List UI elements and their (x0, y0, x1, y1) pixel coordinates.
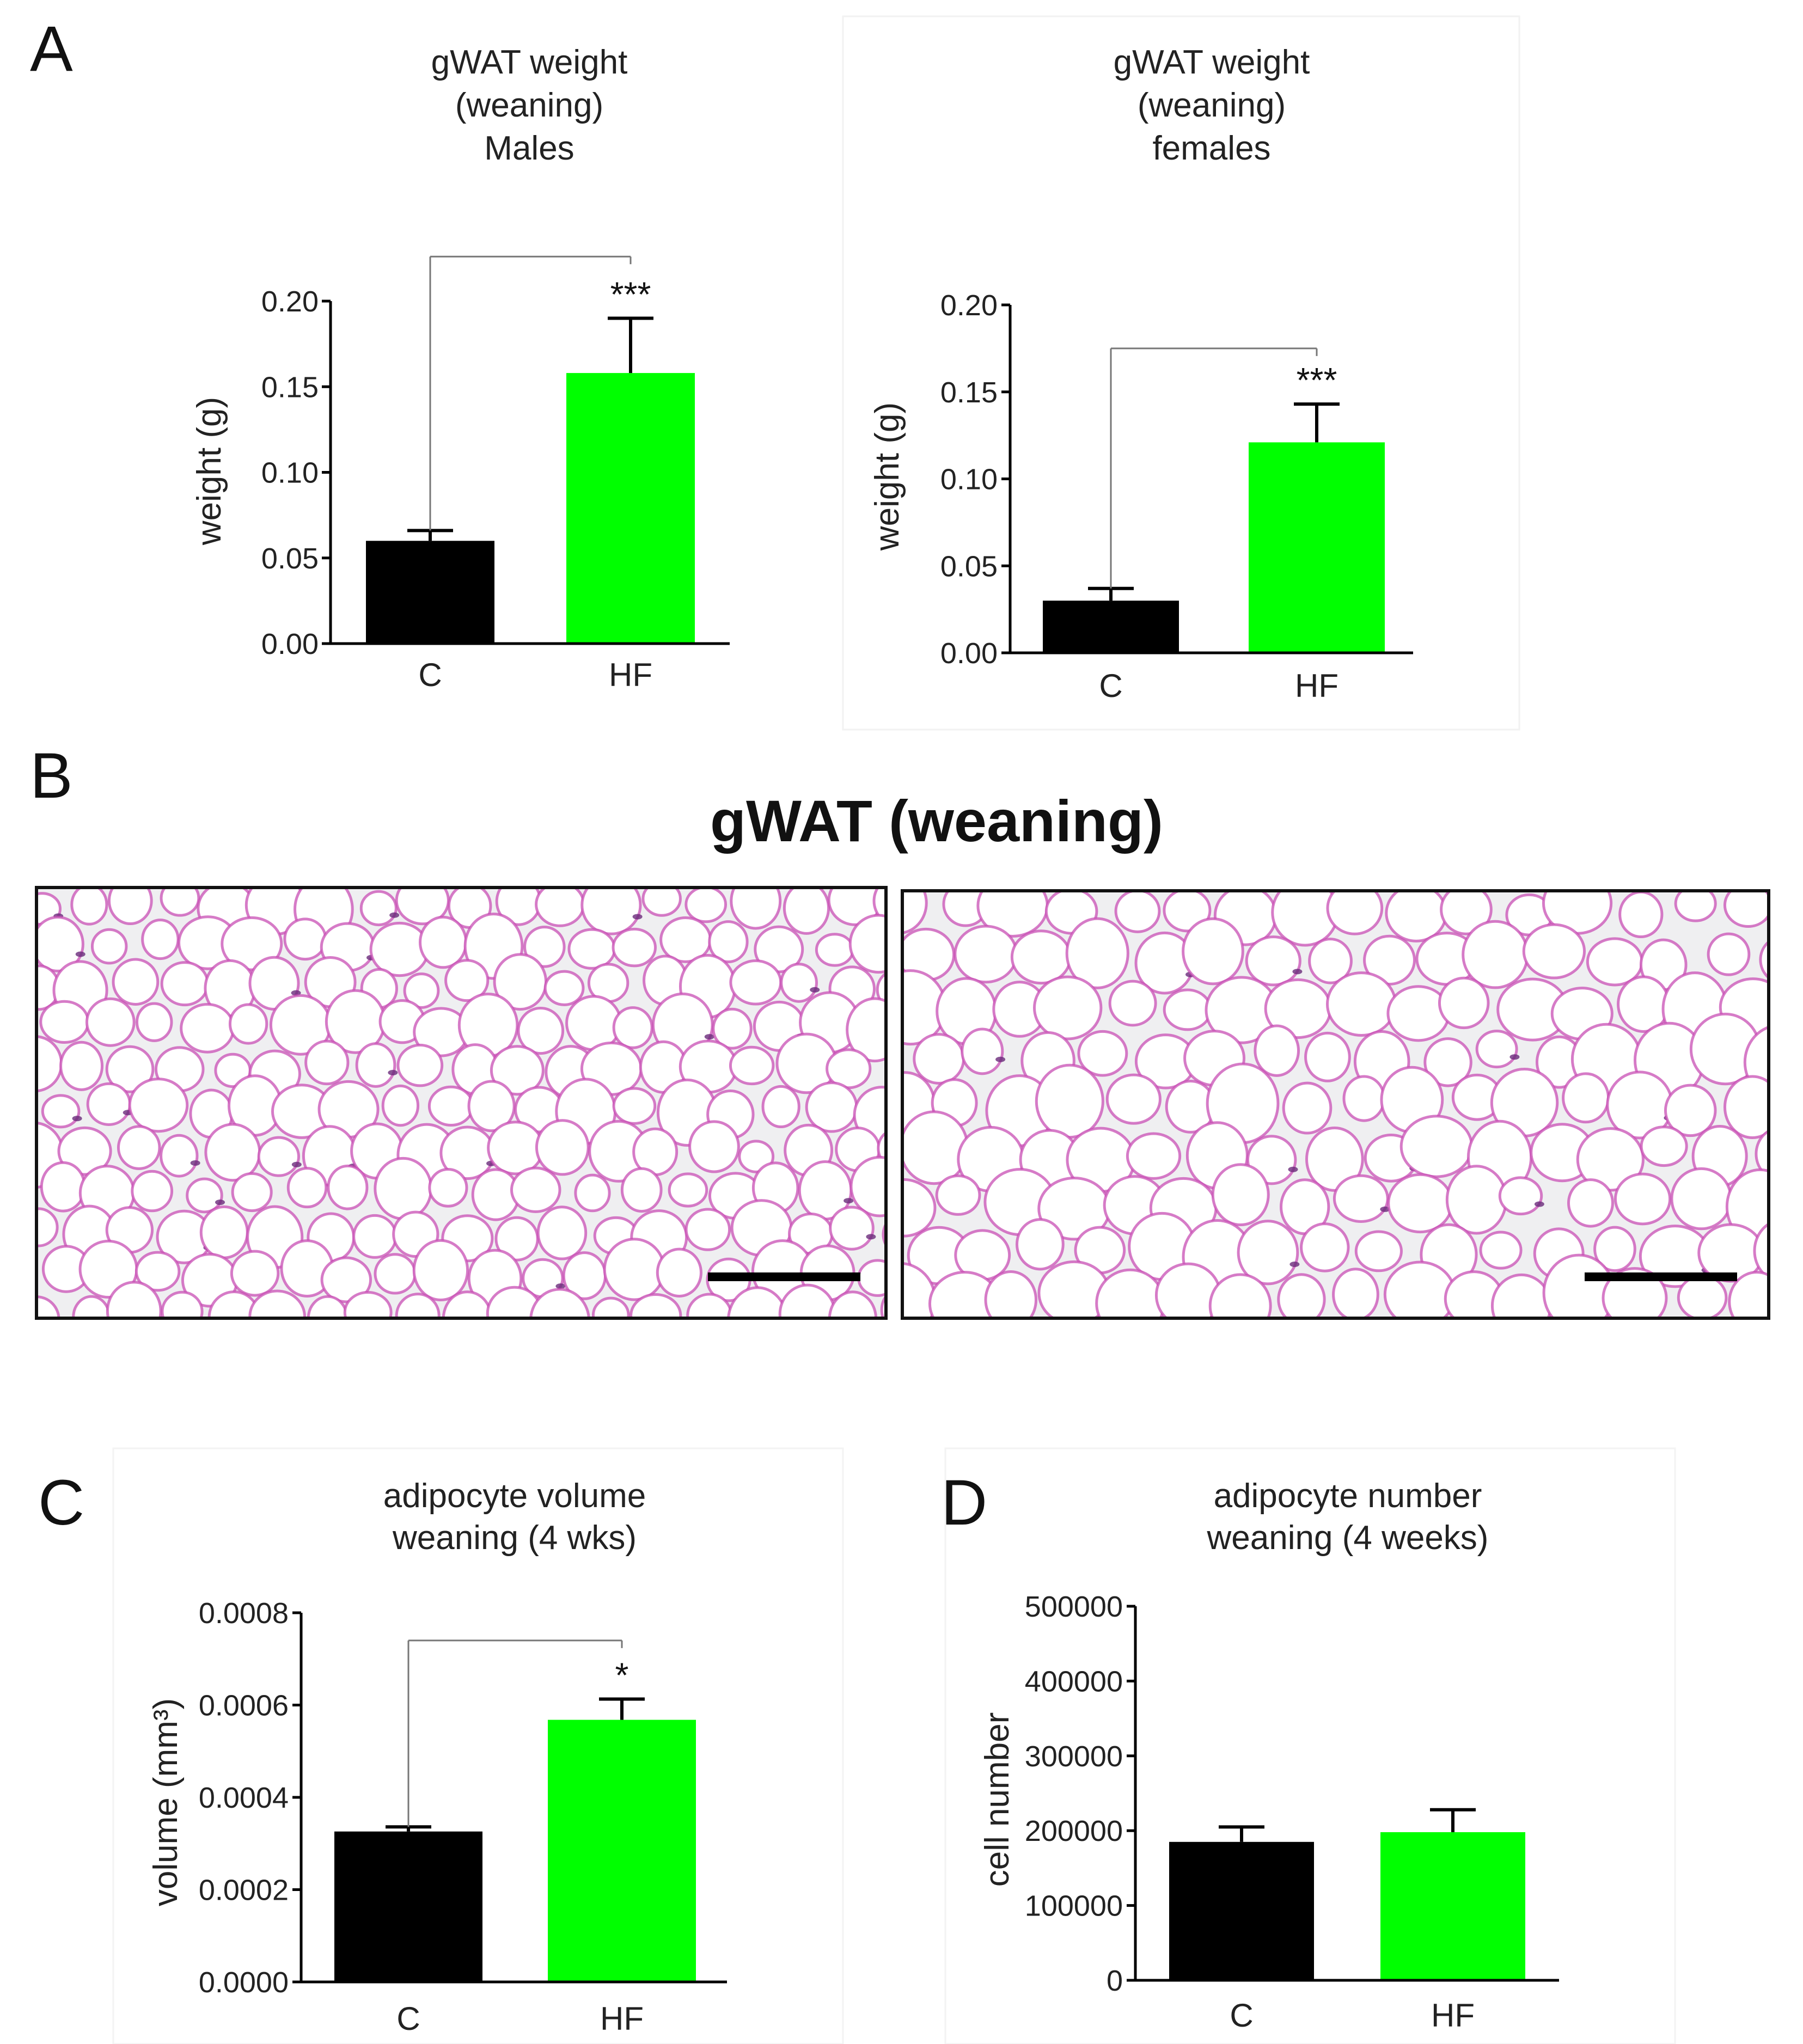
chart-title-line-2: weaning (4 wks) (392, 1519, 637, 1557)
chart-title-line-3: Males (484, 130, 574, 167)
y-axis-label: cell number (979, 1712, 1016, 1887)
y-tick-label: 0.0004 (199, 1782, 289, 1814)
x-tick-label: C (1230, 1997, 1253, 2034)
bar-c (366, 541, 494, 644)
y-tick-label: 0.20 (261, 285, 319, 318)
panel-frame-d (944, 1447, 1676, 2044)
histology-title: gWAT (weaning) (710, 788, 1163, 854)
y-tick-label: 300000 (1025, 1740, 1123, 1773)
chart-title-line-2: (weaning) (455, 87, 603, 124)
panel-letter-a: A (30, 13, 73, 85)
panel-letter-d: D (941, 1467, 987, 1539)
histology-image-control-frame (35, 886, 888, 1320)
histology-image-control (35, 886, 888, 1320)
y-tick-label: 0.15 (940, 376, 998, 409)
panel-frame-c (112, 1447, 844, 2044)
y-tick-label: 0.05 (940, 550, 998, 583)
chart-title-line-1: gWAT weight (1114, 44, 1310, 81)
y-tick-label: 0.00 (261, 628, 319, 660)
panel-letter-c: C (38, 1467, 84, 1539)
chart-title-line-1: adipocyte number (1214, 1477, 1482, 1515)
chart-a-males: gWAT weight (weaning) Males weight (g) C… (191, 44, 730, 693)
y-tick-label: 0 (1107, 1965, 1123, 1997)
bar-c (334, 1831, 482, 1982)
panel-frame-a-females (842, 15, 1520, 731)
chart-c-adipocyte-volume: adipocyte volume weaning (4 wks) volume … (147, 1477, 727, 2037)
y-tick-label: 0.0000 (199, 1966, 289, 1999)
y-tick-label: 400000 (1025, 1665, 1123, 1698)
x-tick-label: C (418, 657, 442, 693)
y-axis-label: weight (g) (191, 397, 228, 546)
bar-c (1169, 1841, 1314, 1980)
y-tick-label: 0.0008 (199, 1597, 289, 1630)
bar-hf (566, 373, 695, 644)
histology-image-hf-cells (904, 892, 1767, 1317)
bar-hf (1249, 442, 1385, 653)
bar-hf (1380, 1832, 1525, 1980)
chart-title-line-3: females (1152, 130, 1270, 167)
histology-image-hf (901, 889, 1770, 1320)
chart-title-line-2: weaning (4 weeks) (1207, 1519, 1489, 1557)
significance-marker: *** (610, 274, 651, 314)
x-tick-label: HF (1295, 668, 1339, 704)
y-tick-label: 500000 (1025, 1590, 1123, 1623)
y-tick-label: 0.05 (261, 542, 319, 575)
x-tick-label: HF (1431, 1997, 1475, 2034)
y-axis-label: volume (mm³) (147, 1698, 185, 1906)
chart-title-line-2: (weaning) (1138, 87, 1286, 124)
y-tick-label: 0.0002 (199, 1874, 289, 1907)
y-tick-label: 0.10 (940, 463, 998, 496)
bar-c (1043, 601, 1179, 653)
y-tick-label: 0.00 (940, 637, 998, 670)
y-tick-label: 200000 (1025, 1815, 1123, 1847)
bar-hf (548, 1719, 696, 1982)
chart-title-line-1: gWAT weight (431, 44, 628, 81)
y-tick-label: 0.20 (940, 289, 998, 322)
y-tick-label: 0.10 (261, 457, 319, 489)
histology-image-control-cells (38, 889, 884, 1317)
chart-d-adipocyte-number: adipocyte number weaning (4 weeks) cell … (979, 1477, 1559, 2034)
y-tick-label: 0.15 (261, 371, 319, 403)
x-tick-label: C (1099, 668, 1122, 704)
chart-title-line-1: adipocyte volume (383, 1477, 646, 1515)
histology-image-hf-frame (901, 889, 1770, 1320)
x-tick-label: HF (600, 2000, 644, 2037)
significance-marker: *** (1297, 360, 1337, 400)
x-tick-label: HF (609, 657, 652, 693)
chart-a-females: gWAT weight (weaning) females weight (g)… (869, 44, 1413, 704)
panel-letter-b: B (30, 740, 73, 812)
y-tick-label: 0.0006 (199, 1690, 289, 1722)
x-tick-label: C (396, 2000, 420, 2037)
significance-marker: * (615, 1655, 629, 1694)
y-axis-label: weight (g) (869, 402, 906, 551)
y-tick-label: 100000 (1025, 1890, 1123, 1923)
